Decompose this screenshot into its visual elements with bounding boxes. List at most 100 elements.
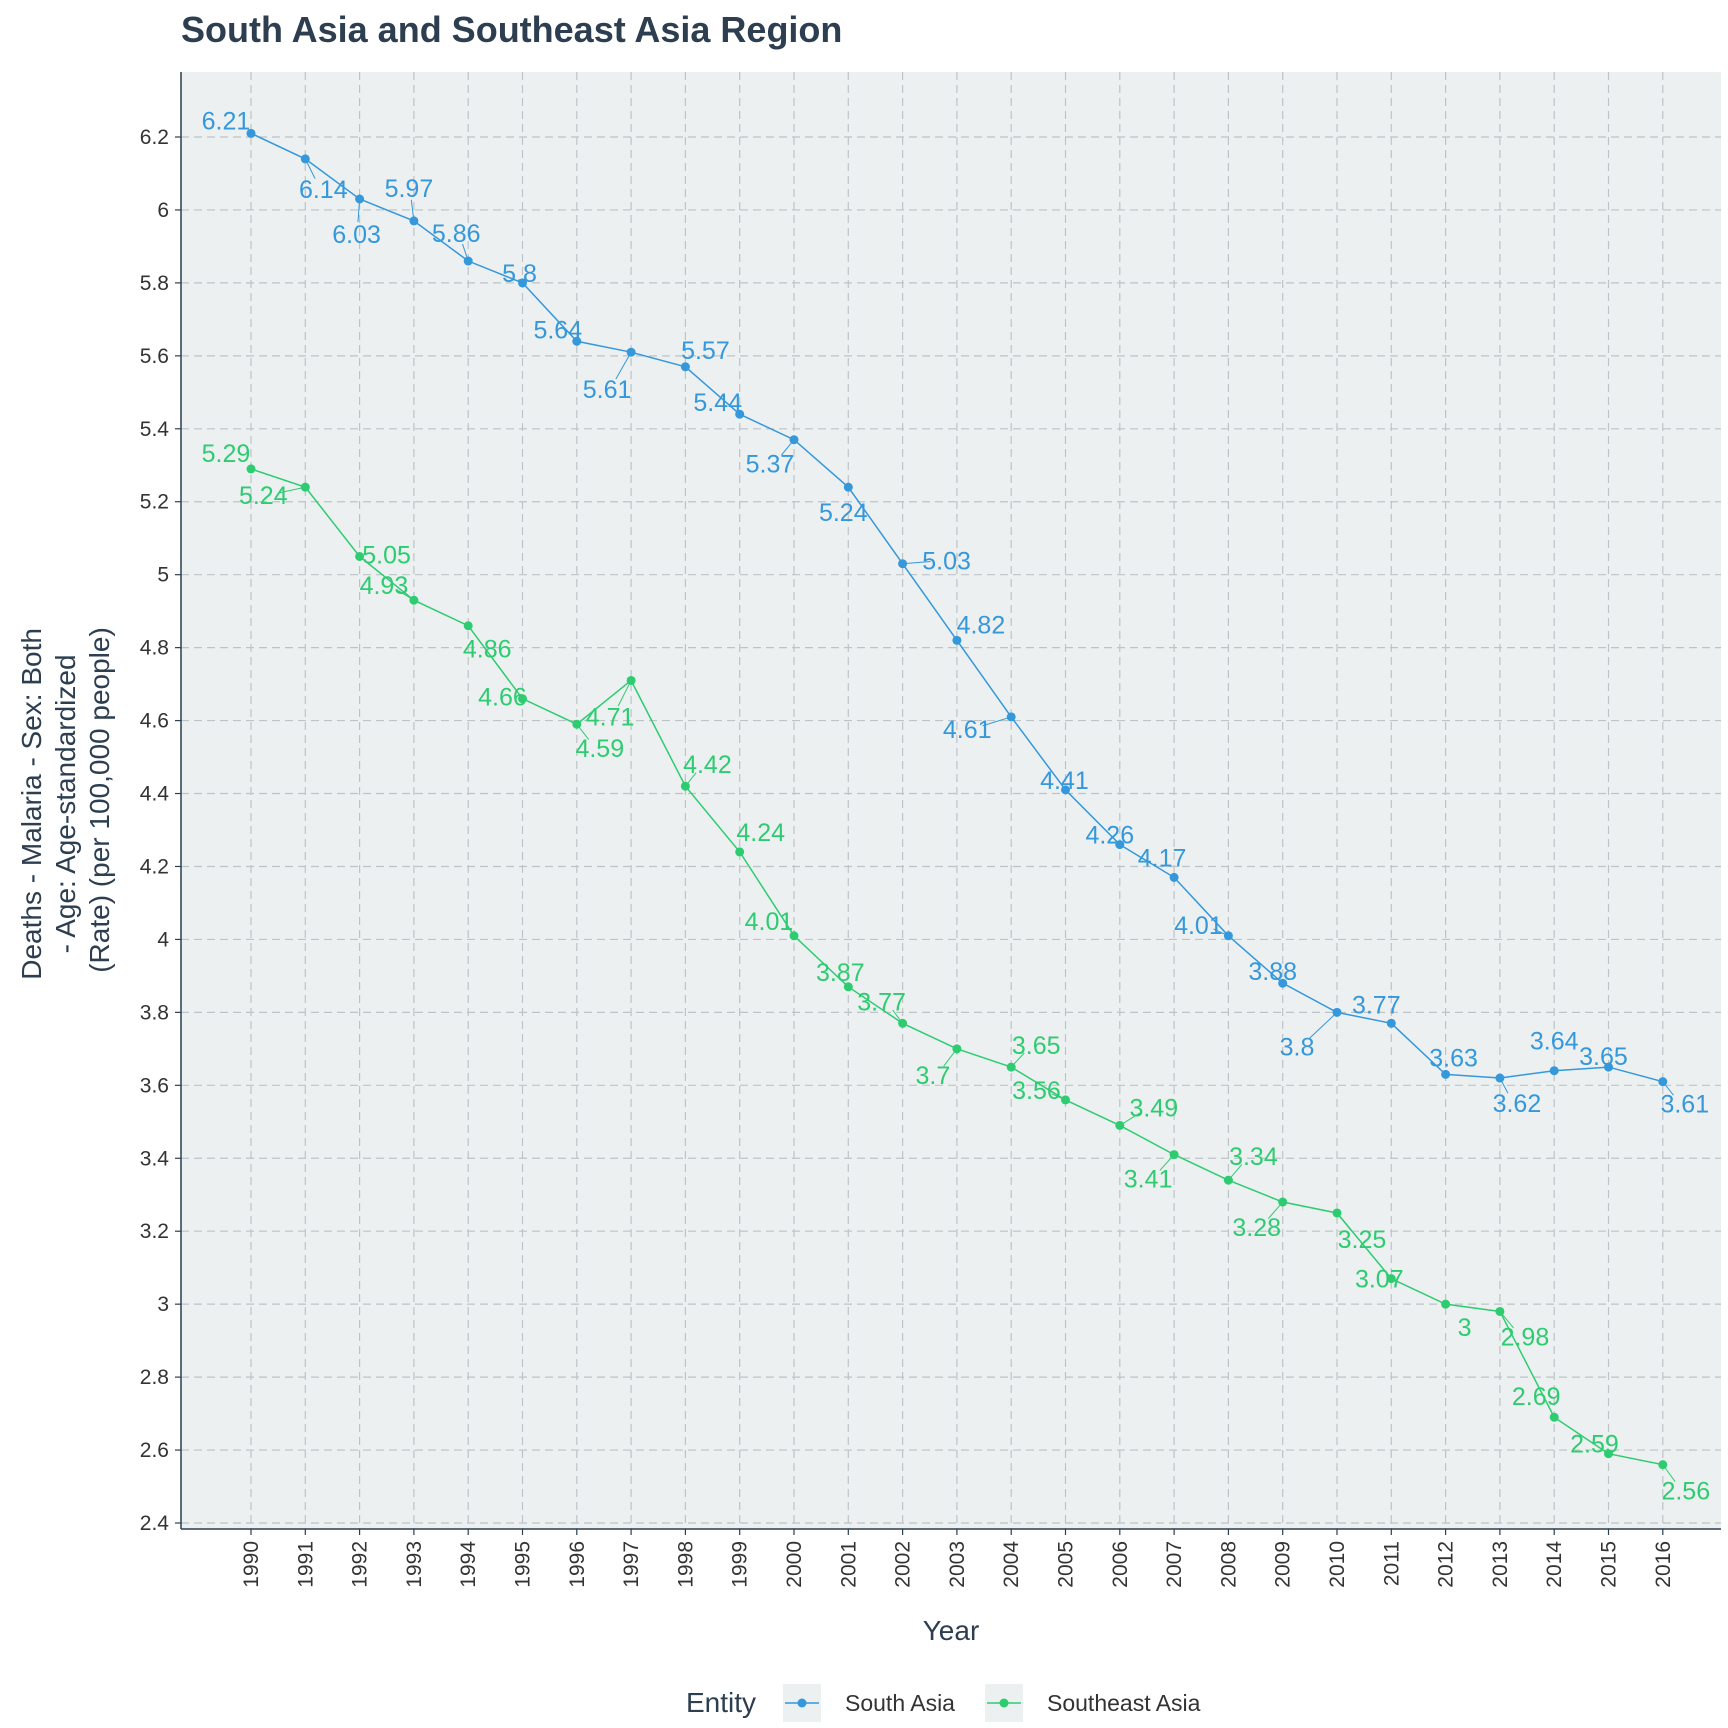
label-leader-southeast-asia <box>1267 1201 1284 1220</box>
data-point-southeast-asia <box>1386 1274 1396 1284</box>
x-tick-label: 1999 <box>729 1541 752 1588</box>
data-label-south-asia: 3.77 <box>1352 991 1401 1019</box>
grid-lines <box>181 72 1721 1529</box>
x-tick-label: 1992 <box>349 1541 372 1588</box>
data-point-southeast-asia <box>1604 1449 1613 1459</box>
data-label-south-asia: 3.63 <box>1429 1044 1478 1072</box>
data-label-southeast-asia: 3.56 <box>1012 1077 1061 1105</box>
x-tick-label: 1996 <box>566 1541 589 1588</box>
data-point-southeast-asia <box>518 694 527 704</box>
y-axis-title: Deaths - Malaria - Sex: Both - Age: Age-… <box>16 620 115 979</box>
data-point-southeast-asia <box>1441 1299 1451 1309</box>
label-leader-southeast-asia <box>1159 1154 1175 1171</box>
label-leader-south-asia <box>304 158 316 179</box>
plot-panel <box>181 72 1721 1529</box>
data-label-southeast-asia: 3.28 <box>1232 1214 1281 1242</box>
data-point-south-asia <box>1604 1062 1613 1072</box>
x-tick-label: 1990 <box>240 1541 263 1588</box>
data-point-south-asia <box>735 409 745 419</box>
data-label-south-asia: 5.03 <box>922 548 971 576</box>
x-tick-label: 1993 <box>403 1541 426 1588</box>
data-point-southeast-asia <box>246 464 256 474</box>
data-point-south-asia <box>952 635 962 645</box>
label-leader-southeast-asia <box>1119 1112 1140 1126</box>
legend-key-point-south-asia <box>797 1698 807 1708</box>
data-label-southeast-asia: 4.66 <box>478 684 527 712</box>
data-label-south-asia: 3.65 <box>1579 1043 1628 1071</box>
x-tick-label: 2011 <box>1380 1541 1403 1586</box>
data-label-south-asia: 5.8 <box>502 260 537 288</box>
data-label-south-asia: 5.64 <box>533 316 582 344</box>
x-tick-label: 2001 <box>837 1541 860 1588</box>
data-label-south-asia: 3.64 <box>1530 1028 1579 1056</box>
y-tick-label: 2.6 <box>140 1439 169 1462</box>
x-tick-label: 2014 <box>1543 1541 1566 1588</box>
data-point-south-asia <box>1549 1066 1559 1076</box>
data-label-south-asia: 5.37 <box>746 451 795 479</box>
y-tick-label: 3.4 <box>140 1147 170 1170</box>
data-point-south-asia <box>1115 840 1125 850</box>
x-tick-label: 2006 <box>1109 1541 1132 1588</box>
data-label-south-asia: 6.14 <box>299 176 348 204</box>
label-leader-southeast-asia <box>1228 1164 1243 1181</box>
label-leader-southeast-asia <box>892 1009 904 1024</box>
legend: Entity South Asia Southeast Asia <box>686 1684 1201 1722</box>
data-label-southeast-asia: 3.65 <box>1012 1032 1061 1060</box>
label-leader-southeast-asia <box>278 486 306 494</box>
label-leader-south-asia <box>1213 928 1229 937</box>
label-leader-south-asia <box>462 243 469 262</box>
data-label-southeast-asia: 4.59 <box>575 735 624 763</box>
y-tick-label: 4.2 <box>140 855 169 878</box>
x-tick-label: 2000 <box>783 1541 806 1588</box>
x-tick-label: 2016 <box>1652 1541 1675 1588</box>
data-label-south-asia: 3.62 <box>1493 1090 1542 1118</box>
y-tick-label: 4.8 <box>140 637 169 660</box>
data-point-south-asia <box>680 362 690 372</box>
data-label-southeast-asia: 2.59 <box>1570 1431 1619 1459</box>
data-point-southeast-asia <box>843 982 853 992</box>
y-tick-label: 3 <box>157 1293 169 1316</box>
data-label-south-asia: 3.61 <box>1660 1091 1709 1119</box>
label-leader-south-asia <box>357 198 361 223</box>
legend-label-south-asia: South Asia <box>845 1690 955 1716</box>
label-leader-south-asia <box>982 716 1012 727</box>
data-label-southeast-asia: 3.87 <box>816 959 865 987</box>
label-leader-south-asia <box>1662 1081 1674 1096</box>
data-label-southeast-asia: 5.05 <box>362 541 411 569</box>
data-label-southeast-asia: 4.71 <box>586 703 635 731</box>
data-point-south-asia <box>246 128 256 138</box>
data-label-southeast-asia: 2.98 <box>1501 1323 1550 1351</box>
label-leader-south-asia <box>615 351 632 380</box>
x-axis-title: Year <box>923 1615 980 1646</box>
data-label-south-asia: 5.57 <box>681 337 730 365</box>
data-label-south-asia: 4.41 <box>1040 767 1089 795</box>
data-label-south-asia: 4.61 <box>943 716 992 744</box>
x-tick-label: 2013 <box>1489 1541 1512 1588</box>
label-leader-southeast-asia <box>943 1048 958 1067</box>
data-label-south-asia: 5.44 <box>693 389 742 417</box>
data-label-southeast-asia: 4.86 <box>463 636 512 664</box>
x-tick-label: 2010 <box>1326 1541 1349 1588</box>
data-point-south-asia <box>572 336 582 346</box>
x-tick-label: 1991 <box>294 1541 317 1588</box>
data-label-south-asia: 5.24 <box>819 499 868 527</box>
label-leader-southeast-asia <box>1051 1093 1066 1101</box>
y-tick-label: 2.4 <box>140 1512 170 1535</box>
data-label-southeast-asia: 5.29 <box>202 440 251 468</box>
data-label-south-asia: 5.97 <box>385 175 434 203</box>
y-tick-label: 4 <box>157 928 169 951</box>
y-tick-label: 6.2 <box>140 126 169 149</box>
y-tick-label: 5.4 <box>140 418 170 441</box>
data-label-south-asia: 6.21 <box>202 107 251 135</box>
y-axis-title-line-1: Deaths - Malaria - Sex: Both <box>16 628 47 980</box>
x-tick-label: 2007 <box>1163 1541 1186 1588</box>
data-point-south-asia <box>1278 978 1288 988</box>
y-tick-label: 5.6 <box>140 345 169 368</box>
data-label-southeast-asia: 3.34 <box>1229 1143 1278 1171</box>
legend-title: Entity <box>686 1687 756 1718</box>
data-point-southeast-asia <box>1549 1412 1559 1422</box>
label-leader-south-asia <box>1308 1012 1338 1039</box>
label-leader-southeast-asia <box>1662 1464 1676 1482</box>
label-leader-southeast-asia <box>576 723 590 740</box>
